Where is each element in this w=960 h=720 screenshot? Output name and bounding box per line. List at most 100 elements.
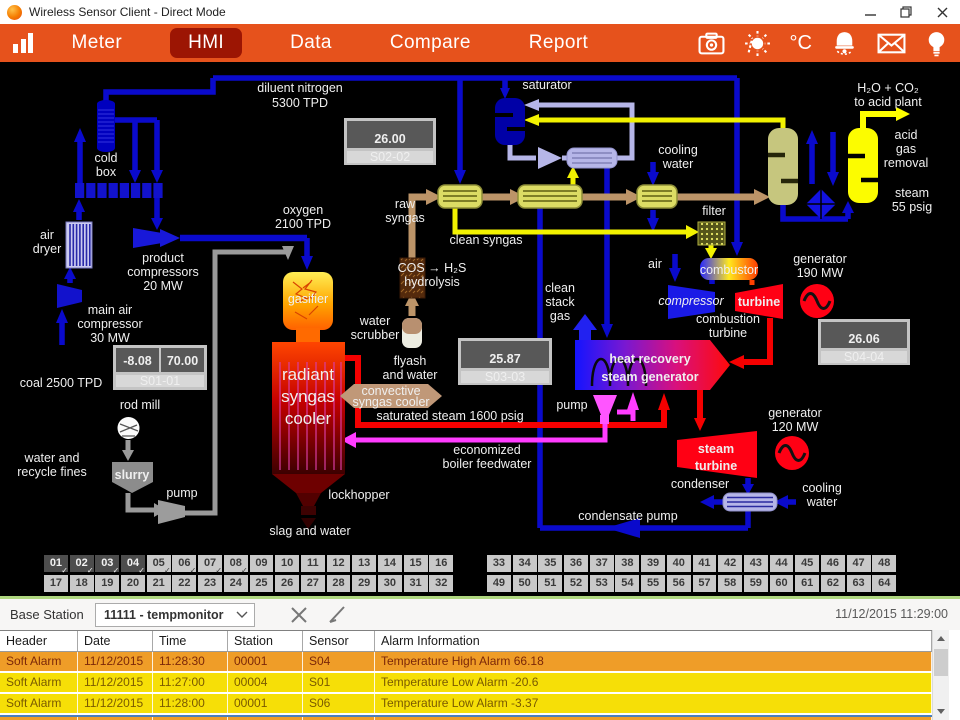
sensor-cell-42[interactable]: 42 [718,555,743,572]
minimize-button[interactable] [852,0,888,24]
sensor-cell-13[interactable]: 13 [352,555,377,572]
sensor-display-s04-04[interactable]: 26.06 S04-04 [818,319,910,365]
sensor-cell-58[interactable]: 58 [718,574,743,592]
sensor-cell-64[interactable]: 64 [872,574,897,592]
base-station-select[interactable]: 11111 - tempmonitor [95,603,255,627]
sensor-cell-03[interactable]: 03 ✓ [95,555,120,575]
sensor-cell-59[interactable]: 59 [743,574,768,592]
sensor-cell-53[interactable]: 53 [589,574,614,592]
hmi-canvas: 26.00 S02-02 -8.08 70.00 S01-01 25.87 S0… [0,62,960,552]
sensor-cell-51[interactable]: 51 [538,574,563,592]
vertical-scrollbar[interactable] [932,630,949,720]
clear-selection-button[interactable] [288,604,310,631]
alarm-row[interactable] [0,715,932,720]
column-header-time[interactable]: Time [153,631,228,651]
sensor-cell-07[interactable]: 07 ✓ [198,555,223,575]
sensor-cell-56[interactable]: 56 [666,574,691,592]
edit-button[interactable] [325,604,349,631]
alarm-row[interactable]: Soft Alarm 11/12/2015 11:27:00 00004 S01 Temp… [0,673,932,694]
sensor-cell-62[interactable]: 62 [820,574,845,592]
sensor-cell-27[interactable]: 27 [300,574,325,592]
sensor-cell-22[interactable]: 22 [172,574,197,592]
sensor-cell-40[interactable]: 40 [666,555,691,572]
sensor-cell-52[interactable]: 52 [564,574,588,592]
sensor-display-s03-03[interactable]: 25.87 S03-03 [458,338,552,385]
alarm-row[interactable]: Soft Alarm 11/12/2015 11:28:00 00001 S06 Temp… [0,694,932,715]
sensor-cell-44[interactable]: 44 [769,555,794,572]
scroll-up-button[interactable] [933,631,949,646]
sensor-cell-36[interactable]: 36 [564,555,588,572]
sensor-cell-25[interactable]: 25 [249,574,274,592]
sensor-cell-23[interactable]: 23 [198,574,223,592]
brightness-icon[interactable] [744,30,771,57]
sensor-cell-41[interactable]: 41 [692,555,717,572]
sensor-cell-05[interactable]: 05 ✓ [146,555,171,575]
tab-report[interactable]: Report [528,32,589,53]
sensor-display-s01-01[interactable]: -8.08 70.00 S01-01 [113,345,207,390]
alarm-row[interactable]: Soft Alarm 11/12/2015 11:28:30 00001 S04 Temp… [0,652,932,673]
sensor-cell-50[interactable]: 50 [512,574,537,592]
sensor-cell-54[interactable]: 54 [615,574,640,592]
column-header-sensor[interactable]: Sensor [303,631,375,651]
sensor-cell-33[interactable]: 33 [487,555,511,572]
sensor-cell-39[interactable]: 39 [641,555,666,572]
sensor-cell-14[interactable]: 14 [377,555,402,572]
scrollbar-thumb[interactable] [934,649,948,676]
column-header-date[interactable]: Date [78,631,153,651]
sensor-cell-63[interactable]: 63 [846,574,871,592]
sensor-cell-45[interactable]: 45 [795,555,820,572]
column-header-station[interactable]: Station [228,631,303,651]
sensor-cell-21[interactable]: 21 [146,574,171,592]
tab-meter[interactable]: Meter [71,32,123,53]
sensor-cell-34[interactable]: 34 [512,555,537,572]
sensor-cell-60[interactable]: 60 [769,574,794,592]
column-header-alarm-information[interactable]: Alarm Information [375,631,932,651]
sensor-cell-43[interactable]: 43 [743,555,768,572]
sensor-cell-16[interactable]: 16 [429,555,454,572]
sensor-cell-30[interactable]: 30 [377,574,402,592]
sensor-cell-06[interactable]: 06 ✓ [172,555,197,575]
mail-icon[interactable] [877,32,906,55]
sensor-cell-24[interactable]: 24 [223,574,248,592]
tab-data[interactable]: Data [290,32,332,53]
sensor-cell-49[interactable]: 49 [487,574,511,592]
sensor-cell-61[interactable]: 61 [795,574,820,592]
restore-button[interactable] [888,0,924,24]
sensor-cell-19[interactable]: 19 [95,574,120,592]
sensor-cell-47[interactable]: 47 [846,555,871,572]
sensor-cell-10[interactable]: 10 [275,555,300,572]
sensor-cell-12[interactable]: 12 [326,555,351,572]
sensor-cell-01[interactable]: 01 ✓ [44,555,68,575]
camera-icon[interactable] [698,32,725,55]
tab-hmi[interactable]: HMI [170,28,243,58]
sensor-cell-38[interactable]: 38 [615,555,640,572]
sensor-cell-46[interactable]: 46 [820,555,845,572]
alarm-bell-icon[interactable] [831,30,858,57]
sensor-cell-04[interactable]: 04 ✓ [121,555,145,575]
column-header-header[interactable]: Header [0,631,78,651]
sensor-cell-55[interactable]: 55 [641,574,666,592]
sensor-display-s02-02[interactable]: 26.00 S02-02 [344,118,436,165]
close-button[interactable] [924,0,960,24]
sensor-cell-32[interactable]: 32 [429,574,454,592]
sensor-cell-20[interactable]: 20 [121,574,145,592]
sensor-cell-09[interactable]: 09 [249,555,274,572]
sensor-cell-02[interactable]: 02 ✓ [69,555,94,575]
scroll-down-button[interactable] [933,704,949,719]
sensor-cell-48[interactable]: 48 [872,555,897,572]
sensor-cell-18[interactable]: 18 [69,574,94,592]
sensor-cell-17[interactable]: 17 [44,574,68,592]
sensor-cell-28[interactable]: 28 [326,574,351,592]
bulb-icon[interactable] [925,30,948,57]
temperature-unit-toggle[interactable]: °C [789,31,812,54]
sensor-cell-57[interactable]: 57 [692,574,717,592]
sensor-cell-11[interactable]: 11 [300,555,325,572]
sensor-cell-15[interactable]: 15 [403,555,428,572]
sensor-cell-26[interactable]: 26 [275,574,300,592]
sensor-cell-37[interactable]: 37 [589,555,614,572]
sensor-cell-35[interactable]: 35 [538,555,563,572]
sensor-cell-08[interactable]: 08 ✓ [223,555,248,575]
tab-compare[interactable]: Compare [389,32,471,53]
sensor-cell-31[interactable]: 31 [403,574,428,592]
sensor-cell-29[interactable]: 29 [352,574,377,592]
